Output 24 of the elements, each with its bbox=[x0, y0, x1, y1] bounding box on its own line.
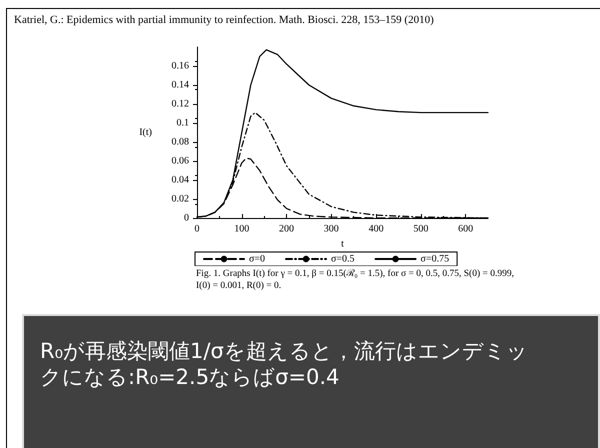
x-tick-label: 300 bbox=[324, 224, 339, 234]
x-tick-label: 400 bbox=[368, 224, 384, 234]
x-tick-label: 0 bbox=[194, 224, 200, 234]
legend-label: σ=0.75 bbox=[420, 254, 450, 264]
x-tick-label: 200 bbox=[279, 224, 294, 234]
legend-label: σ=0.5 bbox=[331, 254, 355, 264]
y-tick-label: 0.14 bbox=[172, 80, 189, 90]
text: Katriel, G.: Epidemics with partial immunity to reinfection. Math. Biosci. 228, 153–159 (2010) bbox=[14, 13, 434, 27]
y-tick-label: 0.16 bbox=[172, 60, 189, 72]
text: R₀が再感染閾値1/σを超えると，流行はエンデミックになる:R₀=2.5ならばσ=0.4 bbox=[40, 338, 529, 390]
y-tick-label: 0.06 bbox=[172, 156, 189, 166]
y-tick-label: 0.08 bbox=[172, 136, 189, 148]
y-tick-label: 0.02 bbox=[172, 194, 189, 204]
x-tick-label: 500 bbox=[413, 224, 428, 234]
caption: Fig. 1. Graphs I(t) for γ = 0.1, β = 0.15(ℛ₀ = 1.5), for σ = 0, 0.5, 0.75, S(0) = 0.999, I(0) = 0.001, R(0) = 0. bbox=[196, 268, 515, 292]
y-axis-title: I(t) bbox=[139, 127, 152, 138]
y-tick-label: 0.12 bbox=[172, 98, 189, 110]
legend-label: σ=0 bbox=[249, 254, 266, 264]
y-tick-label: 0.04 bbox=[172, 174, 189, 186]
x-tick-label: 600 bbox=[458, 224, 474, 234]
y-tick-label: 0 bbox=[184, 212, 189, 224]
y-tick-label: 0.1 bbox=[176, 118, 189, 128]
x-axis-title: t bbox=[341, 238, 344, 250]
x-tick-label: 100 bbox=[234, 224, 250, 234]
